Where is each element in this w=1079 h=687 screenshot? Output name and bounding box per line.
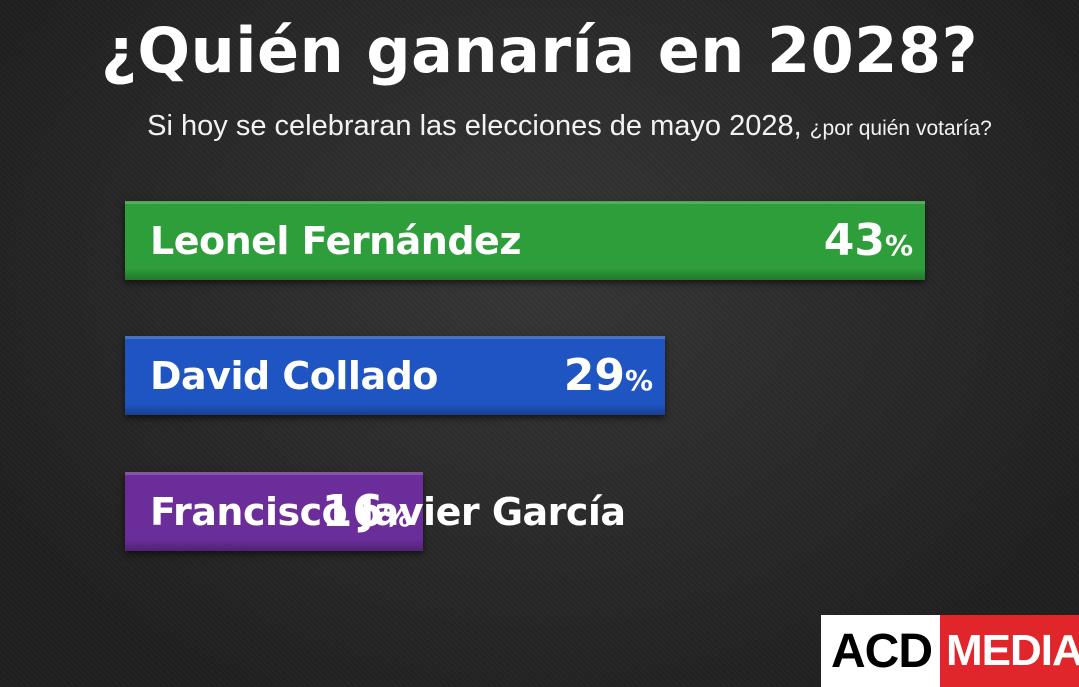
bar — [125, 201, 925, 280]
bar-label: Francisco Javier García — [150, 490, 626, 534]
logo-media: MEDIA — [940, 615, 1079, 687]
chart-title: ¿Quién ganaría en 2028? — [100, 14, 979, 87]
bar-value-label: 16% — [321, 486, 411, 537]
logo-acd: ACD — [821, 615, 940, 687]
bar — [125, 336, 665, 415]
bar-value-label: 29% — [563, 350, 653, 401]
chart-subtitle: Si hoy se celebraran las elecciones de m… — [0, 110, 1079, 143]
bar — [125, 472, 423, 551]
subtitle-small: ¿por quién votaría? — [809, 117, 992, 140]
acd-media-logo: ACD MEDIA — [821, 615, 1079, 687]
bar-value-label: 43% — [823, 215, 913, 266]
bar-label: Leonel Fernández — [150, 219, 521, 263]
bar-label: David Collado — [150, 354, 438, 398]
subtitle-main: Si hoy se celebraran las elecciones de m… — [147, 110, 802, 142]
